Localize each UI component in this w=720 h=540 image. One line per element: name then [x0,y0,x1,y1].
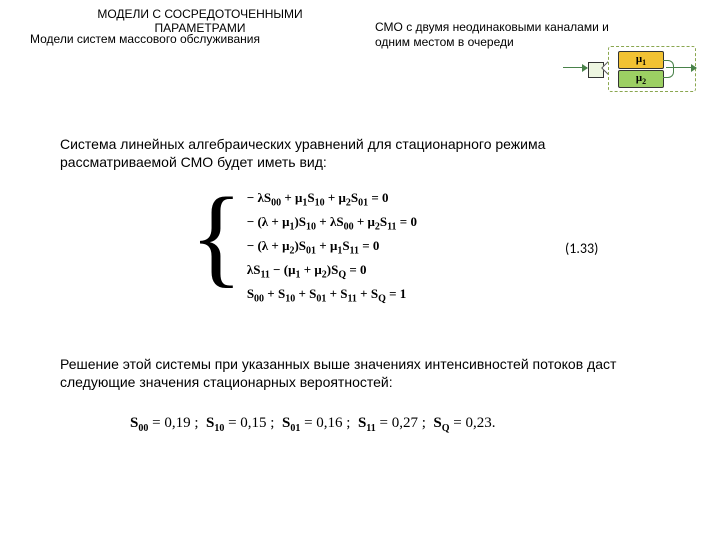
smo-diagram: μ1 μ2 [560,42,700,94]
equation-row: S00 + S10 + S01 + S11 + SQ = 1 [247,286,417,305]
equation-row: − λS00 + μ1S10 + μ2S01 = 0 [247,190,417,209]
equation-row: − (λ + μ2)S01 + μ1S11 = 0 [247,238,417,257]
left-brace-icon: { [190,184,243,299]
equation-row: λS11 − (μ1 + μ2)SQ = 0 [247,262,417,281]
arrow-out-icon [666,67,696,68]
equation-row: − (λ + μ1)S10 + λS00 + μ2S11 = 0 [247,214,417,233]
paragraph-2: Решение этой системы при указанных выше … [60,355,670,391]
queue-slot [588,62,604,78]
results-line: S00 = 0,19 ; S10 = 0,15 ; S01 = 0,16 ; S… [130,415,495,434]
equation-system: { − λS00 + μ1S10 + μ2S01 = 0 − (λ + μ1)S… [190,190,417,305]
equation-rows: − λS00 + μ1S10 + μ2S01 = 0 − (λ + μ1)S10… [247,190,417,305]
channel-1: μ1 [618,51,664,69]
arrow-in-icon [563,67,587,68]
equation-number: (1.33) [565,240,598,257]
merge-icon [663,60,674,78]
header-subtitle: Модели систем массового обслуживания [30,32,260,46]
channel-2: μ2 [618,70,664,88]
paragraph-1: Система линейных алгебраических уравнени… [60,135,660,171]
